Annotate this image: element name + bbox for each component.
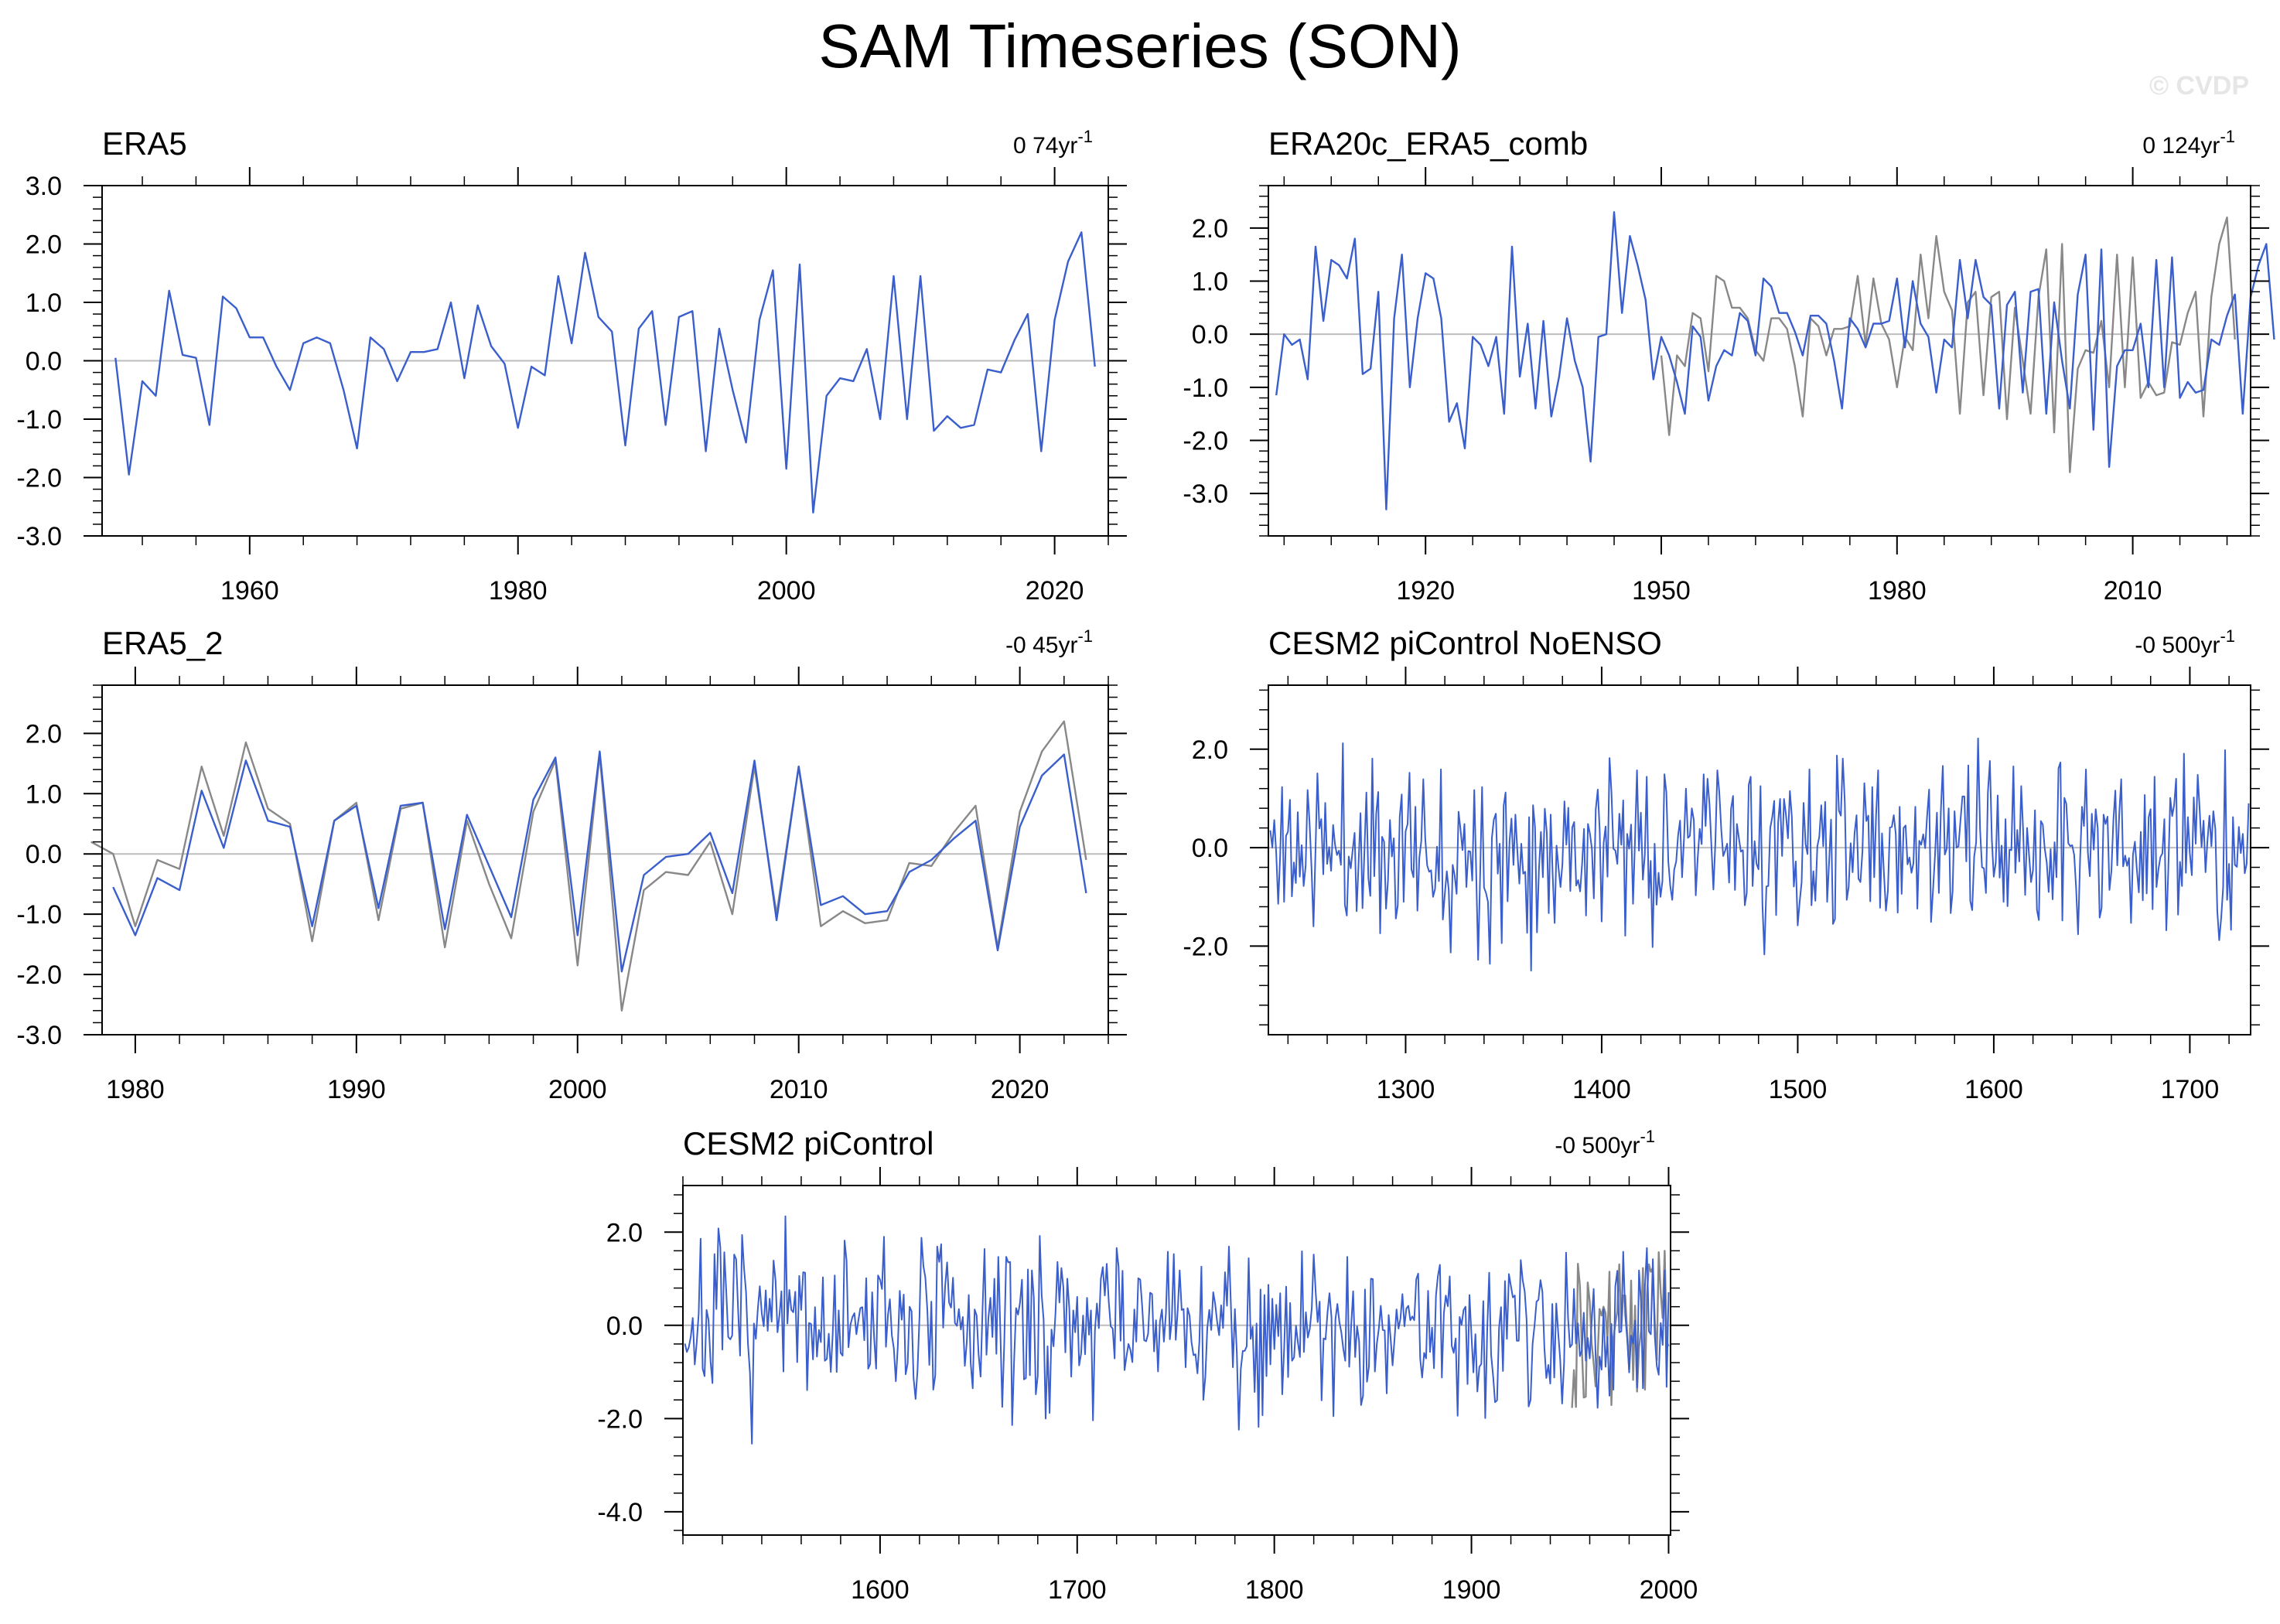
y-tick-label: 2.0	[1192, 735, 1228, 765]
trend-unit: -1	[1640, 1127, 1655, 1146]
chart-panel-4: 1300 1400 1500 1600 1700 -2.0 0.0 2.0 CESM2 piCo…	[1183, 625, 2269, 1104]
panel-title: ERA5	[102, 125, 187, 162]
chart-panel-3: 1980 1990 2000 2010 2020 -3.0 -2.0 -1.0 0.0 1.0 2.…	[16, 625, 1127, 1104]
series-line-1	[114, 231, 1096, 513]
x-tick-label: 1920	[1396, 576, 1455, 606]
plot-frame	[1268, 684, 2251, 1035]
y-tick-label: -1.0	[16, 405, 62, 435]
chart-panel-1: 1960 1980 2000 2020 -3.0 -2.0 -1.0 0.0 1.0 2.0 3.0…	[16, 125, 1127, 606]
x-tick-label: 1980	[1868, 576, 1927, 606]
y-tick-label: -1.0	[16, 900, 62, 930]
y-tick-label: -2.0	[1183, 426, 1228, 455]
panel-title: CESM2 piControl	[683, 1125, 934, 1162]
plot-frame	[682, 1185, 1671, 1536]
y-tick-label: -2.0	[16, 464, 62, 493]
x-tick-label: 1980	[489, 576, 548, 606]
chart-panel-2: 1920 1950 1980 2010 -3.0 -2.0 -1.0 0.0 1.0 2.0 ERA…	[1183, 125, 2275, 606]
x-tick-label: 1600	[851, 1575, 910, 1605]
trend-unit: -1	[1077, 626, 1093, 646]
chart-panel-5: 1600 1700 1800 1900 2000 -4.0 -2.0 0.0 2.0 CESM2 …	[597, 1125, 1698, 1605]
plot-frame	[1268, 185, 2251, 537]
trend-unit: -1	[1077, 127, 1093, 146]
x-tick-label: 2000	[757, 576, 816, 606]
x-tick-label: 2020	[1026, 576, 1084, 606]
series-line-1	[90, 720, 1087, 1012]
panel-title: ERA20c_ERA5_comb	[1268, 125, 1588, 162]
series-line-2	[112, 750, 1087, 973]
y-tick-label: 0.0	[1192, 320, 1228, 350]
y-tick-label: 2.0	[1192, 214, 1228, 244]
y-tick-label: -1.0	[1183, 374, 1228, 403]
trend-unit: -1	[2220, 127, 2235, 146]
plot-frame	[101, 684, 1109, 1035]
y-tick-label: -3.0	[1183, 479, 1228, 509]
trend-label: 0 74yr-1	[1013, 127, 1093, 159]
y-tick-label: -2.0	[16, 960, 62, 990]
y-tick-label: 2.0	[26, 719, 62, 749]
y-tick-label: -4.0	[597, 1498, 643, 1527]
y-tick-label: 0.0	[26, 347, 62, 377]
series-line-1	[1269, 737, 2250, 972]
trend-label: 0 124yr-1	[2142, 127, 2235, 159]
x-tick-label: 1950	[1632, 576, 1691, 606]
x-tick-label: 1700	[1048, 1575, 1107, 1605]
x-tick-label: 2000	[1640, 1575, 1698, 1605]
panel-title: ERA5_2	[102, 625, 223, 661]
trend-label: -0 500yr-1	[2135, 626, 2235, 658]
x-tick-label: 2010	[770, 1075, 828, 1104]
y-tick-label: 1.0	[26, 288, 62, 318]
panel-title: CESM2 piControl NoENSO	[1268, 625, 1662, 661]
y-tick-label: -3.0	[16, 1021, 62, 1050]
series-line-2	[684, 1215, 1670, 1445]
x-tick-label: 1800	[1245, 1575, 1304, 1605]
y-tick-label: 0.0	[26, 840, 62, 869]
cvdp-watermark: © CVDP	[2149, 71, 2249, 101]
x-tick-label: 1700	[2161, 1075, 2220, 1104]
y-tick-label: 0.0	[606, 1312, 643, 1341]
y-tick-label: 2.0	[606, 1218, 643, 1247]
y-tick-label: -2.0	[1183, 932, 1228, 961]
y-tick-label: 0.0	[1192, 834, 1228, 863]
x-tick-label: 1600	[1964, 1075, 2023, 1104]
x-tick-label: 1990	[327, 1075, 386, 1104]
trend-label: -0 45yr-1	[1005, 626, 1093, 658]
y-tick-label: 1.0	[26, 780, 62, 809]
y-tick-label: -3.0	[16, 522, 62, 551]
y-tick-label: -2.0	[597, 1404, 643, 1434]
x-tick-label: 1300	[1377, 1075, 1435, 1104]
x-tick-label: 1960	[220, 576, 279, 606]
x-tick-label: 1500	[1769, 1075, 1828, 1104]
y-tick-label: 3.0	[26, 172, 62, 201]
y-tick-label: 2.0	[26, 230, 62, 260]
x-tick-label: 1980	[106, 1075, 165, 1104]
x-tick-label: 2020	[991, 1075, 1050, 1104]
series-line-2	[1275, 211, 2275, 510]
figure-title: SAM Timeseries (SON)	[818, 12, 1462, 80]
x-tick-label: 2000	[548, 1075, 607, 1104]
series-line-1	[1660, 217, 2236, 473]
x-tick-label: 2010	[2104, 576, 2162, 606]
trend-label: -0 500yr-1	[1555, 1127, 1655, 1158]
x-tick-label: 1900	[1442, 1575, 1501, 1605]
x-tick-label: 1400	[1572, 1075, 1631, 1104]
y-tick-label: 1.0	[1192, 268, 1228, 297]
trend-unit: -1	[2220, 626, 2235, 646]
